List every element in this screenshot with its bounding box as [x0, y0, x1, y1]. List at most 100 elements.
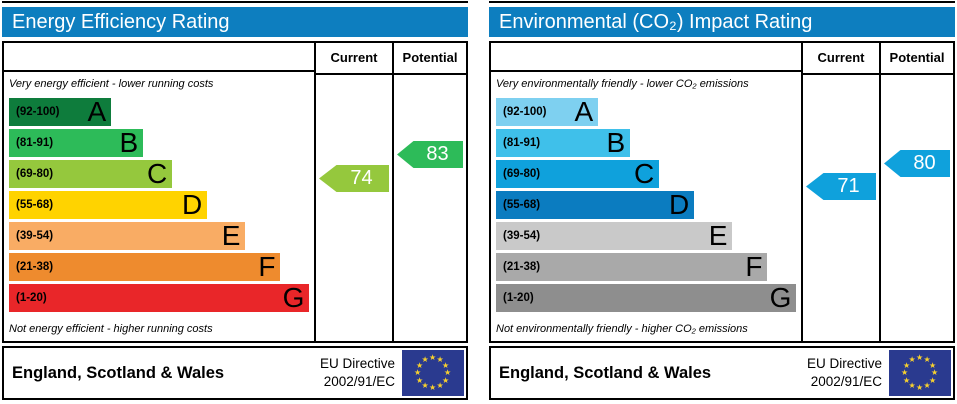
- band-letter: G: [769, 282, 792, 313]
- energy-efficiency-panel: Energy Efficiency Rating Very energy eff…: [2, 1, 468, 400]
- band-letter: B: [119, 127, 139, 158]
- eu-flag-star: ★: [908, 355, 916, 364]
- band-list: (92-100) A (81-91) B (69-80) C (55-68) D (39-54)…: [4, 98, 314, 315]
- band-bar-d: (55-68) D: [9, 189, 208, 220]
- band-bar-a: (92-100) A: [9, 98, 112, 126]
- top-border-rule: [489, 1, 955, 3]
- band-scale-column: Very energy efficient - lower running co…: [4, 43, 314, 341]
- eu-flag-star: ★: [444, 368, 452, 377]
- band-range-label: (81-91): [16, 137, 54, 149]
- band-bar-f: (21-38) F: [9, 251, 281, 282]
- current-column: Current 74: [314, 43, 392, 341]
- eu-flag-star: ★: [441, 360, 450, 370]
- panel-footer: England, Scotland & Wales EU Directive 2…: [489, 346, 955, 400]
- panel-footer: England, Scotland & Wales EU Directive 2…: [2, 346, 468, 400]
- eu-flag-star: ★: [441, 375, 450, 385]
- eu-directive-line2: 2002/91/EC: [810, 374, 882, 389]
- potential-column: Potential 80: [879, 43, 953, 341]
- potential-rating-arrow: 80: [884, 150, 950, 177]
- band-range-label: (1-20): [503, 292, 534, 304]
- band-letter: B: [606, 127, 626, 158]
- eu-flag-star: ★: [931, 368, 939, 377]
- band-letter: E: [708, 220, 728, 251]
- current-column-header: Current: [316, 43, 392, 75]
- band-row-e: (39-54) E: [9, 222, 314, 253]
- band-bar-e: (39-54) E: [9, 222, 246, 250]
- eu-directive-line2: 2002/91/EC: [323, 374, 395, 389]
- eu-flag-star: ★: [421, 380, 429, 390]
- eu-directive-label: EU Directive 2002/91/EC: [320, 355, 395, 390]
- energy-panel-title: Energy Efficiency Rating: [2, 7, 468, 37]
- band-row-d: (55-68) D: [496, 191, 801, 222]
- eu-flag-star: ★: [928, 360, 937, 370]
- eu-flag-star: ★: [416, 360, 424, 370]
- eu-flag-star: ★: [421, 355, 429, 364]
- eu-flag-star: ★: [429, 353, 437, 362]
- current-rating-arrow: 74: [319, 165, 389, 192]
- eu-flag-star: ★: [903, 375, 911, 385]
- band-row-g: (1-20) G: [9, 284, 314, 315]
- band-row-b: (81-91) B: [9, 129, 314, 160]
- band-row-e: (39-54) E: [496, 222, 801, 253]
- band-range-label: (55-68): [503, 199, 541, 211]
- band-range-label: (69-80): [16, 168, 54, 180]
- band-letter: F: [258, 251, 276, 282]
- band-letter: D: [182, 189, 203, 220]
- band-letter: C: [146, 158, 168, 189]
- band-row-c: (69-80) C: [496, 160, 801, 191]
- band-bar-e: (39-54) E: [496, 220, 733, 251]
- current-arrow-area: 74: [316, 75, 392, 341]
- potential-column-header: Potential: [394, 43, 466, 75]
- band-row-g: (1-20) G: [496, 284, 801, 315]
- band-range-label: (1-20): [16, 292, 47, 304]
- eu-flag-star: ★: [429, 383, 437, 392]
- band-row-a: (92-100) A: [496, 98, 801, 129]
- eu-directive-line1: EU Directive: [319, 356, 395, 372]
- band-scale-column: Very environmentally friendly - lower CO…: [491, 43, 801, 341]
- region-label: England, Scotland & Wales: [12, 363, 225, 382]
- eu-flag-star: ★: [908, 380, 916, 390]
- band-bar-f: (21-38) F: [496, 251, 768, 282]
- current-arrow-area: 71: [803, 75, 879, 341]
- band-row-a: (92-100) A: [9, 98, 314, 129]
- eu-flag-star: ★: [416, 375, 424, 385]
- band-range-label: (39-54): [16, 230, 54, 242]
- eu-flag-star: ★: [903, 360, 911, 370]
- band-row-d: (55-68) D: [9, 191, 314, 222]
- band-letter: G: [282, 282, 305, 313]
- eu-directive-label: EU Directive 2002/91/EC: [807, 355, 882, 390]
- band-range-label: (69-80): [503, 168, 541, 180]
- potential-rating-arrow: 83: [397, 141, 463, 168]
- co2-rating-chart: Very environmentally friendly - lower CO…: [489, 41, 955, 343]
- top-caption: Very energy efficient - lower running co…: [9, 78, 214, 90]
- eu-flag-star: ★: [436, 380, 444, 390]
- band-list: (92-100) A (81-91) B (69-80) C (55-68) D (39-54)…: [491, 98, 801, 315]
- band-column-header-empty: [4, 43, 314, 72]
- band-row-c: (69-80) C: [9, 160, 314, 191]
- eu-directive-line1: EU Directive: [806, 356, 882, 372]
- eu-flag-icon: ★ ★ ★ ★ ★ ★ ★ ★ ★ ★ ★ ★: [402, 350, 464, 396]
- band-bar-g: (1-20) G: [496, 282, 797, 313]
- potential-arrow-area: 80: [881, 75, 953, 341]
- band-bar-c: (69-80) C: [496, 158, 660, 189]
- current-rating-arrow: 71: [806, 173, 876, 200]
- band-letter: C: [633, 158, 655, 189]
- band-letter: F: [745, 251, 763, 282]
- band-range-label: (55-68): [16, 199, 54, 211]
- band-range-label: (21-38): [503, 261, 541, 273]
- eu-flag-star: ★: [923, 380, 931, 390]
- top-border-rule: [2, 1, 468, 3]
- eu-flag-star: ★: [916, 353, 924, 362]
- band-bar-b: (81-91) B: [496, 127, 631, 158]
- band-row-f: (21-38) F: [496, 253, 801, 284]
- band-bar-d: (55-68) D: [496, 191, 695, 219]
- co2-panel-title: Environmental (CO₂) Impact Rating: [489, 7, 955, 37]
- eu-flag-star: ★: [916, 383, 924, 392]
- band-column-header-empty: [491, 43, 801, 72]
- potential-column-header: Potential: [881, 43, 953, 75]
- potential-arrow-area: 83: [394, 75, 466, 341]
- bottom-caption: Not energy efficient - higher running co…: [9, 323, 213, 335]
- band-range-label: (92-100): [16, 106, 60, 118]
- band-bar-c: (69-80) C: [9, 158, 173, 189]
